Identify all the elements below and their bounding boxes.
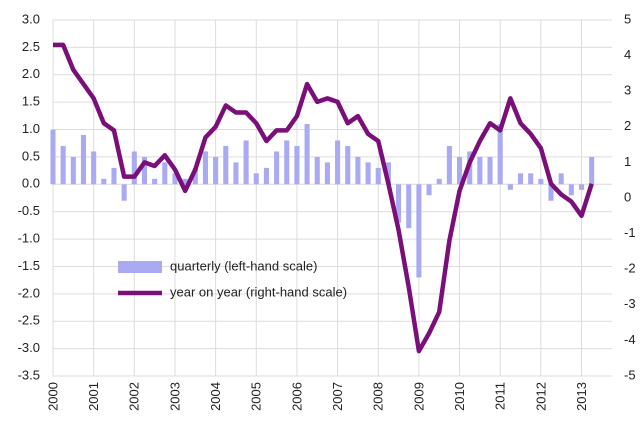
y-tick-label: 2.0 (22, 66, 40, 81)
bar (324, 162, 330, 185)
y2-tick-label: -1 (624, 225, 636, 240)
y-tick-label: -2.5 (18, 313, 40, 328)
bar (213, 156, 219, 185)
y2-tick-label: -4 (624, 332, 636, 347)
bar (101, 178, 107, 185)
bar (507, 184, 513, 190)
y2-tick-label: -2 (624, 261, 636, 276)
y2-tick-label: 4 (624, 47, 631, 62)
bar (111, 167, 117, 185)
y2-tick-label: 0 (624, 189, 631, 204)
bar (253, 173, 259, 185)
y-tick-label: -2.0 (18, 285, 40, 300)
bar (314, 156, 320, 185)
x-tick-label: 2010 (452, 382, 467, 411)
bar (477, 156, 483, 185)
bar (568, 184, 574, 196)
y2-tick-label: 2 (624, 118, 631, 133)
legend-label: quarterly (left-hand scale) (170, 258, 317, 273)
bar (355, 156, 361, 185)
bar (284, 140, 290, 185)
x-tick-label: 2007 (330, 382, 345, 411)
bar (528, 173, 534, 185)
bar (121, 184, 127, 201)
y-tick-label: -3.0 (18, 340, 40, 355)
bar (426, 184, 432, 196)
bar (202, 151, 208, 185)
bar (446, 145, 452, 185)
y2-tick-label: -3 (624, 296, 636, 311)
x-tick-label: 2011 (493, 382, 508, 410)
bar (396, 184, 402, 223)
y2-tick-label: 3 (624, 83, 631, 98)
y-tick-label: 1.0 (22, 121, 40, 136)
y-tick-label: -1.0 (18, 231, 40, 246)
bar (60, 145, 66, 185)
bar (345, 145, 351, 185)
bar (80, 135, 87, 185)
bar (131, 151, 137, 185)
bar (70, 156, 76, 185)
y-tick-label: 3.0 (22, 11, 40, 26)
x-tick-label: 2005 (249, 382, 264, 411)
bar (385, 162, 391, 185)
bar (365, 162, 371, 185)
bar (406, 184, 412, 229)
y-tick-label: -1.5 (18, 258, 40, 273)
bar (436, 178, 442, 185)
bar (274, 151, 280, 185)
x-tick-label: 2000 (45, 382, 60, 411)
x-tick-label: 2013 (574, 382, 589, 411)
bar (457, 156, 463, 185)
x-tick-label: 2009 (411, 382, 426, 411)
y2-tick-label: -5 (624, 367, 636, 382)
y2-tick-label: 1 (624, 154, 631, 169)
bar (172, 173, 178, 185)
bar (589, 156, 595, 185)
bar (141, 156, 148, 185)
y-tick-label: 1.5 (22, 94, 40, 109)
legend-swatch (118, 261, 162, 273)
x-tick-label: 2006 (289, 382, 304, 411)
y-tick-label: -3.5 (18, 367, 40, 382)
x-tick-label: 2012 (533, 382, 548, 411)
bar (233, 162, 239, 185)
x-tick-label: 2003 (167, 382, 182, 411)
bar (182, 178, 188, 185)
bar (558, 173, 564, 185)
bar (416, 184, 422, 278)
bar (263, 167, 269, 185)
bar (91, 151, 97, 185)
bar (243, 140, 249, 185)
bar (294, 145, 300, 185)
y-tick-label: 2.5 (22, 39, 40, 54)
bar (578, 184, 585, 190)
bar (497, 124, 503, 185)
bar (335, 140, 341, 185)
y-tick-label: 0.0 (22, 176, 40, 191)
bar (162, 162, 168, 185)
legend-label: year on year (right-hand scale) (170, 284, 347, 299)
line (53, 42, 594, 354)
bar (375, 167, 381, 185)
bar (50, 129, 56, 185)
bar (538, 178, 544, 185)
bar (152, 178, 158, 185)
x-tick-label: 2004 (208, 382, 223, 411)
y-tick-label: 0.5 (22, 148, 40, 163)
y-tick-label: -0.5 (18, 203, 40, 218)
bar (548, 184, 554, 201)
bar (304, 124, 310, 185)
y2-tick-label: 5 (624, 11, 631, 26)
x-tick-label: 2002 (127, 382, 142, 411)
bar (517, 173, 524, 185)
bar (192, 167, 198, 185)
x-tick-label: 2001 (86, 382, 101, 411)
x-tick-label: 2008 (371, 382, 386, 411)
bar (223, 145, 229, 185)
bar (487, 156, 493, 185)
